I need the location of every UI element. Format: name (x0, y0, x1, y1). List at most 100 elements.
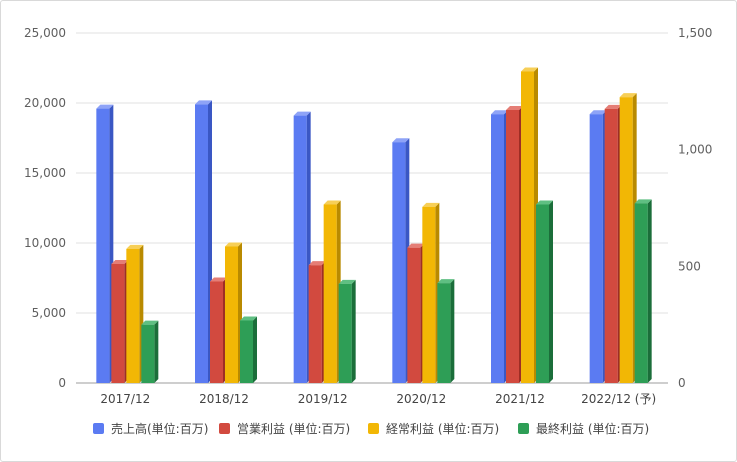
bar-top (437, 279, 455, 284)
bar-front (407, 247, 421, 383)
bar-経常利益-2020/12 (422, 202, 440, 383)
bar-経常利益-2019/12 (323, 200, 341, 383)
legend-label: 営業利益 (単位:百万) (237, 421, 350, 436)
bar-top (111, 260, 129, 264)
legend-label: 最終利益 (単位:百万) (536, 421, 649, 436)
gridlines (76, 32, 668, 384)
left-tick-label: 10,000 (24, 236, 66, 250)
bar-top (589, 110, 607, 115)
bar-front (240, 320, 253, 383)
legend-label: 売上高(単位:百万) (111, 421, 208, 436)
bar-front (392, 142, 406, 383)
bar-top (619, 93, 637, 98)
bar-side (253, 316, 257, 383)
bar-売上高(単位:百万)-2021/12 (491, 110, 508, 383)
x-tick-label: 2020/12 (396, 392, 446, 406)
bar-side (549, 200, 553, 383)
bar-front (126, 248, 140, 383)
bar-side (450, 279, 455, 383)
bar-top (308, 261, 326, 266)
bar-front (308, 265, 322, 383)
bar-top (240, 316, 257, 321)
legend-swatch (219, 423, 230, 434)
left-tick-label: 15,000 (24, 166, 66, 180)
bar-最終利益-2020/12 (437, 279, 455, 383)
legend-item: 営業利益 (単位:百万) (219, 421, 350, 436)
bar-front (195, 104, 208, 384)
bar-売上高(単位:百万)-2022/12 (予) (589, 110, 607, 383)
legend-item: 最終利益 (単位:百万) (518, 421, 649, 436)
bar-front (536, 204, 549, 383)
bars (96, 67, 652, 384)
bar-最終利益-2021/12 (536, 200, 553, 383)
bar-最終利益-2017/12 (141, 320, 159, 383)
bar-top (293, 111, 311, 116)
bar-最終利益-2018/12 (240, 316, 257, 383)
bar-top (141, 320, 159, 325)
left-axis-ticks: 0 5,000 10,000 15,000 20,000 25,000 (24, 26, 66, 390)
bar-top (422, 202, 440, 207)
bar-top (491, 110, 508, 115)
bar-front (323, 204, 337, 383)
bar-経常利益-2018/12 (225, 242, 242, 383)
bar-front (589, 114, 603, 383)
bar-front (437, 283, 451, 383)
bar-front (422, 206, 436, 383)
bar-top (338, 279, 356, 284)
bar-front (506, 110, 519, 383)
legend-swatch (518, 423, 529, 434)
bar-front (210, 281, 223, 383)
bar-営業利益-2021/12 (506, 106, 523, 383)
bar-front (293, 115, 307, 383)
bar-売上高(単位:百万)-2018/12 (195, 100, 212, 384)
bar-front (96, 108, 110, 383)
bar-top (521, 67, 538, 72)
bar-経常利益-2017/12 (126, 244, 144, 383)
x-axis-labels: 2017/12 2018/12 2019/12 2020/12 2021/12 2022/… (100, 392, 656, 406)
bar-top (634, 199, 652, 204)
right-tick-label: 500 (678, 259, 701, 273)
legend-label: 経常利益 (単位:百万) (386, 421, 499, 436)
bar-最終利益-2019/12 (338, 279, 356, 383)
bar-営業利益-2022/12 (予) (604, 104, 622, 383)
left-tick-label: 20,000 (24, 96, 66, 110)
bar-top (604, 104, 622, 109)
left-tick-label: 0 (58, 376, 66, 390)
left-tick-label: 5,000 (32, 306, 66, 320)
bar-front (111, 264, 125, 383)
right-tick-label: 0 (678, 376, 686, 390)
bar-front (604, 108, 618, 383)
bar-top (536, 200, 553, 205)
bar-top (225, 242, 242, 247)
bar-top (392, 138, 410, 143)
bar-売上高(単位:百万)-2019/12 (293, 111, 311, 383)
legend-item: 売上高(単位:百万) (93, 421, 208, 436)
bar-top (96, 104, 114, 109)
legend: 売上高(単位:百万) 営業利益 (単位:百万) 経常利益 (単位:百万) 最終利益 (… (93, 421, 649, 436)
bar-top (195, 100, 212, 105)
bar-経常利益-2021/12 (521, 67, 538, 383)
right-tick-label: 1,000 (678, 143, 712, 157)
bar-営業利益-2017/12 (111, 260, 129, 383)
bar-top (506, 106, 523, 110)
x-tick-label: 2017/12 (100, 392, 150, 406)
bar-front (491, 114, 504, 383)
legend-swatch (368, 423, 379, 434)
bar-top (210, 277, 227, 282)
bar-top (126, 244, 144, 249)
bar-front (338, 283, 352, 383)
bar-side (154, 320, 159, 383)
bar-売上高(単位:百万)-2017/12 (96, 104, 114, 383)
bar-top (407, 243, 425, 248)
bar-front (521, 71, 534, 383)
bar-front (141, 324, 155, 383)
right-tick-label: 1,500 (678, 26, 712, 40)
bar-side (351, 279, 356, 383)
bar-経常利益-2022/12 (予) (619, 93, 637, 384)
x-tick-label: 2022/12 (予) (581, 392, 656, 406)
bar-売上高(単位:百万)-2020/12 (392, 138, 410, 383)
bar-front (619, 97, 633, 384)
right-axis-ticks: 0 500 1,000 1,500 (678, 26, 712, 390)
x-tick-label: 2018/12 (199, 392, 249, 406)
